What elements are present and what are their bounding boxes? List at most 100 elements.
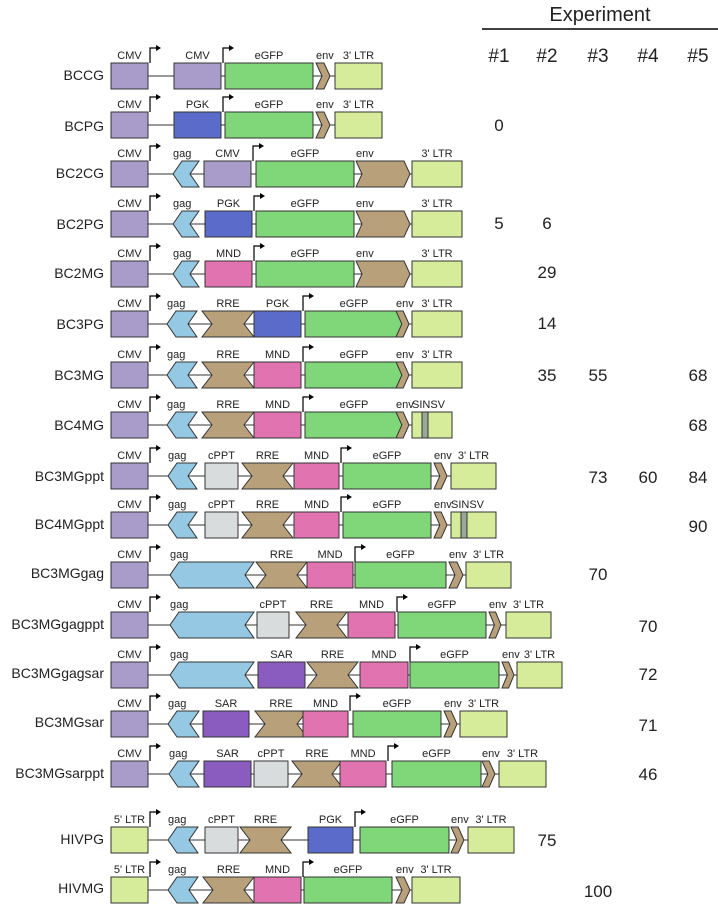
egfp-element bbox=[409, 661, 500, 689]
promoter-arrowhead bbox=[156, 644, 161, 650]
row-BC3MG: BC3MG 35 55 68 bbox=[54, 366, 707, 385]
gag-element bbox=[166, 310, 198, 338]
element-label-pgk: PGK bbox=[266, 298, 290, 310]
element-label-egfp: eGFP bbox=[390, 814, 419, 826]
element-label-gag: gag bbox=[169, 748, 187, 760]
element-label-cmv: CMV bbox=[117, 349, 142, 361]
promoter-arrow bbox=[349, 695, 359, 711]
construct-diagram-hivmg: 5' LTR gag RRE MND eGFP env 3' LTR bbox=[110, 859, 461, 904]
element-label-mnd: MND bbox=[359, 599, 384, 611]
element-label-sar: SAR bbox=[215, 698, 238, 710]
element-label-3-ltr: 3' LTR bbox=[343, 99, 374, 111]
egfp-element bbox=[255, 260, 355, 288]
promoter-arrow bbox=[149, 496, 159, 512]
mnd-element bbox=[302, 710, 349, 738]
construct-label: BCPG bbox=[64, 118, 104, 134]
row-HIVPG: HIVPG 75 bbox=[60, 831, 556, 850]
egfp-element bbox=[342, 511, 432, 539]
row-BC4MGppt: BC4MGppt 90 bbox=[35, 516, 708, 536]
mnd-element bbox=[253, 411, 302, 439]
promoter-arrowhead bbox=[309, 293, 314, 299]
element-label-sinsv: SINSV bbox=[412, 399, 446, 411]
element-label-rre: RRE bbox=[217, 864, 240, 876]
element-label-env: env bbox=[356, 198, 374, 210]
cmv-element bbox=[173, 62, 222, 90]
env-element bbox=[315, 62, 331, 90]
element-label-rre: RRE bbox=[216, 399, 239, 411]
experiment-col-1: #1 bbox=[488, 46, 509, 67]
env-element bbox=[395, 876, 411, 904]
element-label-mnd: MND bbox=[350, 748, 375, 760]
promoter-arrowhead bbox=[309, 859, 314, 865]
element-label-cppt: cPPT bbox=[208, 814, 235, 826]
promoter-arrow bbox=[387, 745, 397, 761]
element-label-3-ltr: 3' LTR bbox=[343, 50, 374, 62]
element-label-egfp: eGFP bbox=[340, 298, 369, 310]
env-element bbox=[450, 826, 465, 854]
value-exp-5: 68 bbox=[689, 366, 708, 385]
value-exp-4: 60 bbox=[639, 468, 658, 487]
egfp-element bbox=[359, 826, 450, 854]
element-label-cmv: CMV bbox=[117, 248, 142, 260]
cmv-element bbox=[110, 160, 149, 188]
gag-element bbox=[167, 710, 200, 738]
promoter-arrow bbox=[396, 596, 406, 612]
cmv-element bbox=[110, 260, 149, 288]
promoter-arrow bbox=[302, 346, 312, 362]
element-label-gag: gag bbox=[168, 450, 186, 462]
element-label-gag: gag bbox=[167, 349, 185, 361]
element-label-gag: gag bbox=[167, 399, 185, 411]
cmv-element bbox=[110, 611, 149, 639]
promoter-arrow bbox=[252, 145, 262, 161]
value-exp-4: 70 bbox=[639, 617, 658, 636]
element-label-gag: gag bbox=[170, 549, 188, 561]
element-label-gag: gag bbox=[173, 198, 191, 210]
promoter-arrowhead bbox=[416, 644, 421, 650]
value-exp-3: 55 bbox=[589, 366, 608, 385]
element-label-cmv: CMV bbox=[117, 698, 142, 710]
construct-diagram-bc3mgsarppt: CMV gag SAR cPPT RRE MND eGFP env 3' LTR bbox=[110, 743, 547, 788]
promoter-arrow bbox=[302, 295, 312, 311]
element-label-rre: RRE bbox=[310, 599, 333, 611]
promoter-arrow bbox=[149, 695, 159, 711]
cmv-element bbox=[110, 361, 149, 389]
promoter-arrow bbox=[149, 646, 159, 662]
element-label-rre: RRE bbox=[256, 450, 279, 462]
3-ltr-element bbox=[411, 876, 461, 904]
3-ltr-element bbox=[411, 361, 463, 389]
mnd-element bbox=[293, 462, 340, 490]
element-label-cppt: cPPT bbox=[208, 450, 235, 462]
element-label-sar: SAR bbox=[270, 649, 293, 661]
value-exp-2: 14 bbox=[538, 314, 557, 333]
gag-element bbox=[166, 411, 198, 439]
element-label-mnd: MND bbox=[304, 499, 329, 511]
3-ltr-element bbox=[465, 561, 512, 589]
element-label-5-ltr: 5' LTR bbox=[114, 814, 145, 826]
env-element bbox=[501, 661, 515, 689]
value-exp-5: 84 bbox=[689, 468, 708, 487]
value-exp-3: 70 bbox=[589, 565, 608, 584]
promoter-arrow bbox=[302, 396, 312, 412]
rre-element bbox=[240, 511, 295, 539]
promoter-arrow bbox=[340, 496, 350, 512]
promoter-arrowhead bbox=[260, 243, 265, 249]
env-element bbox=[355, 260, 411, 288]
promoter-arrowhead bbox=[356, 693, 361, 699]
experiment-col-3: #3 bbox=[587, 46, 608, 67]
value-exp-1: 0 bbox=[494, 116, 503, 135]
row-BC4MG: BC4MG 68 bbox=[54, 416, 707, 435]
rre-element bbox=[240, 462, 295, 490]
value-exp-3: 100 bbox=[584, 882, 612, 901]
3-ltr-element bbox=[411, 210, 463, 238]
value-exp-2: 35 bbox=[538, 366, 557, 385]
3-ltr-element bbox=[334, 111, 383, 139]
element-label-rre: RRE bbox=[269, 698, 292, 710]
element-label-gag: gag bbox=[173, 148, 191, 160]
element-label-gag: gag bbox=[168, 864, 186, 876]
row-BC2PG: BC2PG 5 6 bbox=[57, 214, 552, 233]
element-label-env: env bbox=[434, 450, 452, 462]
promoter-arrow bbox=[149, 245, 159, 261]
mnd-element bbox=[359, 661, 409, 689]
promoter-arrowhead bbox=[156, 445, 161, 451]
